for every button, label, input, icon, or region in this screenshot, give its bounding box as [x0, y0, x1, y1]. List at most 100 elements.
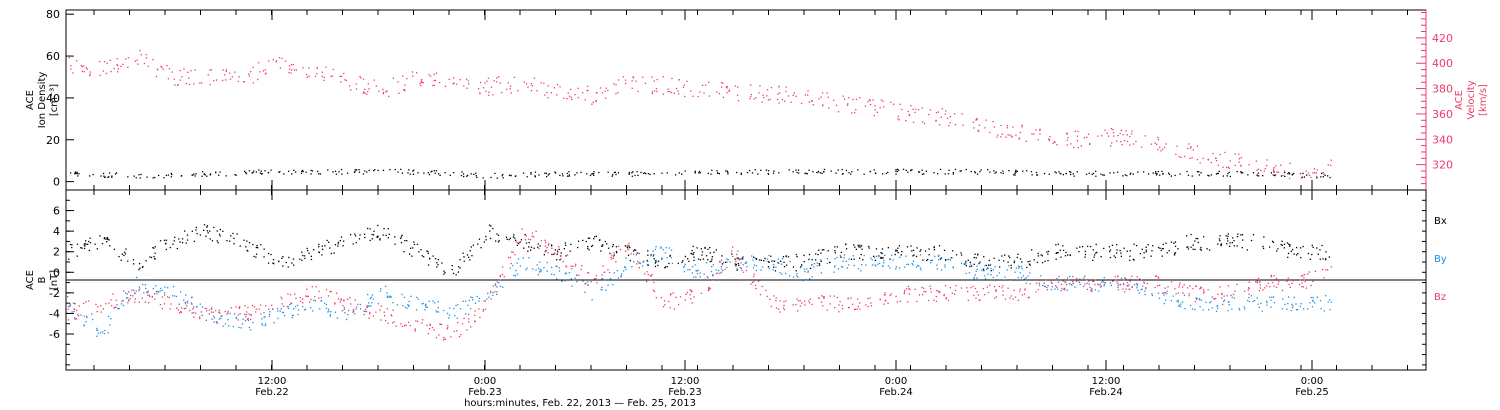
data-point	[306, 76, 308, 78]
data-point	[1207, 174, 1209, 176]
data-point	[1015, 267, 1018, 269]
data-point	[848, 97, 850, 99]
data-point	[952, 266, 954, 268]
data-point	[1121, 144, 1123, 146]
data-point	[109, 245, 111, 247]
data-point	[1252, 300, 1254, 303]
data-point	[497, 241, 500, 243]
data-point	[584, 283, 586, 285]
data-point	[879, 107, 881, 109]
data-point	[251, 304, 254, 307]
data-point	[161, 296, 164, 298]
data-point	[337, 241, 340, 243]
data-point	[1266, 304, 1268, 306]
data-point	[1013, 174, 1015, 176]
data-point	[708, 286, 710, 288]
data-point	[1068, 279, 1070, 281]
data-point	[944, 285, 947, 287]
data-point	[390, 314, 392, 316]
data-point	[1120, 252, 1122, 254]
data-point	[229, 240, 231, 242]
data-point	[735, 265, 737, 267]
data-point	[176, 248, 178, 250]
data-point	[649, 173, 651, 176]
data-point	[983, 275, 986, 277]
data-point	[1030, 171, 1033, 173]
data-point	[272, 308, 274, 310]
data-point	[918, 171, 921, 173]
data-point	[426, 324, 428, 326]
data-point	[1226, 237, 1229, 240]
data-point	[1107, 135, 1110, 137]
data-point	[133, 175, 135, 177]
data-point	[219, 312, 221, 314]
data-point	[114, 306, 116, 308]
data-point	[285, 261, 287, 264]
data-point	[263, 312, 265, 314]
data-point	[470, 296, 472, 298]
data-point	[967, 290, 969, 293]
data-point	[467, 304, 469, 307]
data-point	[599, 239, 601, 241]
data-point	[1231, 308, 1233, 310]
data-point	[145, 53, 147, 56]
data-point	[736, 94, 739, 96]
data-point	[1116, 249, 1118, 251]
data-point	[960, 254, 963, 256]
data-point	[617, 172, 620, 174]
data-point	[556, 83, 559, 86]
data-point	[204, 307, 206, 309]
data-point	[1155, 275, 1157, 277]
data-point	[1301, 176, 1303, 178]
data-point	[933, 299, 935, 301]
data-point	[294, 293, 296, 295]
data-point	[400, 168, 402, 170]
data-point	[1157, 136, 1159, 139]
data-point	[488, 224, 491, 226]
data-point	[818, 297, 820, 299]
data-point	[288, 68, 291, 70]
data-point	[692, 95, 694, 97]
data-point	[905, 120, 907, 122]
data-point	[694, 170, 696, 172]
data-point	[803, 254, 805, 256]
data-point	[904, 289, 906, 292]
data-point	[963, 263, 966, 265]
data-point	[723, 262, 725, 264]
data-point	[1307, 308, 1309, 310]
data-point	[647, 264, 649, 266]
data-point	[461, 171, 463, 173]
data-point	[444, 85, 447, 88]
data-point	[852, 98, 854, 101]
data-point	[306, 73, 308, 76]
data-point	[414, 329, 416, 332]
data-point	[122, 304, 125, 307]
data-point	[804, 172, 806, 175]
data-point	[508, 238, 510, 241]
data-point	[1061, 287, 1063, 290]
data-point	[593, 174, 595, 176]
data-point	[1069, 254, 1071, 256]
data-point	[1035, 129, 1037, 131]
data-point	[533, 236, 535, 238]
data-point	[591, 299, 593, 301]
data-point	[465, 300, 467, 302]
data-point	[1180, 303, 1182, 305]
data-point	[1119, 284, 1121, 286]
data-point	[653, 173, 655, 175]
data-point	[629, 259, 631, 262]
data-point	[584, 99, 586, 101]
data-point	[1220, 244, 1222, 247]
data-point	[264, 73, 267, 75]
data-point	[813, 263, 816, 265]
data-point	[940, 257, 942, 259]
data-point	[371, 238, 373, 240]
data-point	[408, 300, 410, 303]
data-point	[749, 98, 751, 100]
data-point	[737, 100, 740, 102]
data-point	[115, 299, 117, 301]
data-point	[123, 290, 125, 292]
data-point	[988, 264, 990, 266]
data-point	[1054, 288, 1056, 290]
data-point	[889, 294, 891, 297]
